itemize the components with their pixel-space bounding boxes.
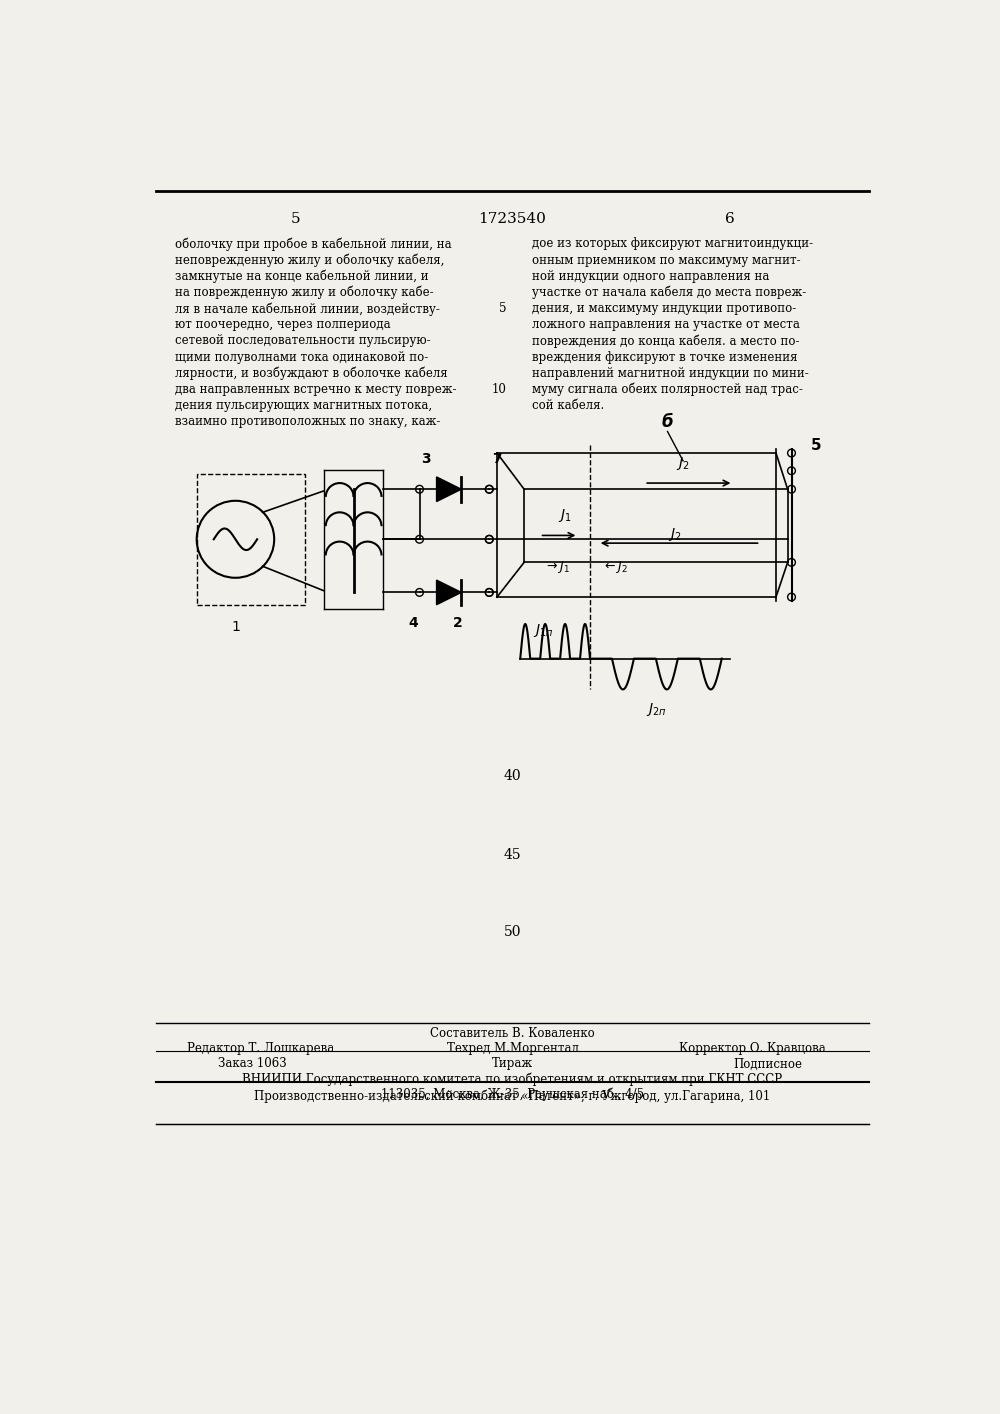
Text: на поврежденную жилу и оболочку кабе-: на поврежденную жилу и оболочку кабе- <box>175 286 434 300</box>
Text: ВНИИПИ Государственного комитета по изобретениям и открытиям при ГКНТ СССР: ВНИИПИ Государственного комитета по изоб… <box>242 1073 783 1086</box>
Text: Корректор О. Кравцова: Корректор О. Кравцова <box>679 1042 826 1055</box>
Text: взаимно противоположных по знаку, каж-: взаимно противоположных по знаку, каж- <box>175 416 441 428</box>
Text: $\leftarrow J_2$: $\leftarrow J_2$ <box>602 559 627 574</box>
Polygon shape <box>437 580 461 605</box>
Text: 7: 7 <box>492 452 502 467</box>
Text: ют поочередно, через полпериода: ют поочередно, через полпериода <box>175 318 391 331</box>
Text: сой кабеля.: сой кабеля. <box>532 399 604 411</box>
Text: муму сигнала обеих полярностей над трас-: муму сигнала обеих полярностей над трас- <box>532 383 803 396</box>
Text: участке от начала кабеля до места повреж-: участке от начала кабеля до места повреж… <box>532 286 806 300</box>
Text: щими полуволнами тока одинаковой по-: щими полуволнами тока одинаковой по- <box>175 351 429 363</box>
Text: Составитель В. Коваленко: Составитель В. Коваленко <box>430 1027 595 1039</box>
Text: 6: 6 <box>725 212 734 226</box>
Polygon shape <box>437 477 461 502</box>
Text: 1: 1 <box>231 621 240 633</box>
Text: 2: 2 <box>453 615 463 629</box>
Text: онным приемником по максимуму магнит-: онным приемником по максимуму магнит- <box>532 253 800 267</box>
Text: 10: 10 <box>492 383 507 396</box>
Text: $J_2$: $J_2$ <box>668 526 682 543</box>
Text: 45: 45 <box>504 848 521 863</box>
Text: 1723540: 1723540 <box>479 212 546 226</box>
Text: направлений магнитной индукции по мини-: направлений магнитной индукции по мини- <box>532 366 809 380</box>
Text: сетевой последовательности пульсирую-: сетевой последовательности пульсирую- <box>175 335 431 348</box>
Text: ля в начале кабельной линии, воздейству-: ля в начале кабельной линии, воздейству- <box>175 303 440 315</box>
Text: замкнутые на конце кабельной линии, и: замкнутые на конце кабельной линии, и <box>175 270 429 283</box>
Text: 50: 50 <box>504 925 521 939</box>
Text: Подписное: Подписное <box>734 1058 803 1070</box>
Text: 40: 40 <box>504 769 521 783</box>
Text: $J_{1п}$: $J_{1п}$ <box>533 622 554 639</box>
Text: $J_2$: $J_2$ <box>676 455 690 472</box>
Text: б: б <box>662 413 673 431</box>
Text: 5: 5 <box>291 212 300 226</box>
Text: лярности, и возбуждают в оболочке кабеля: лярности, и возбуждают в оболочке кабеля <box>175 366 448 380</box>
Text: дое из которых фиксируют магнитоиндукци-: дое из которых фиксируют магнитоиндукци- <box>532 238 813 250</box>
Text: ложного направления на участке от места: ложного направления на участке от места <box>532 318 800 331</box>
Text: $J_{2п}$: $J_{2п}$ <box>646 701 666 718</box>
Text: $\rightarrow J_1$: $\rightarrow J_1$ <box>544 559 569 574</box>
Text: два направленных встречно к месту повреж-: два направленных встречно к месту повреж… <box>175 383 457 396</box>
Text: Тираж: Тираж <box>492 1058 533 1070</box>
Text: повреждения до конца кабеля. а место по-: повреждения до конца кабеля. а место по- <box>532 335 799 348</box>
Text: Техред М.Моргентал: Техред М.Моргентал <box>447 1042 578 1055</box>
Text: 5: 5 <box>499 303 506 315</box>
Text: вреждения фиксируют в точке изменения: вреждения фиксируют в точке изменения <box>532 351 797 363</box>
Text: дения пульсирующих магнитных потока,: дения пульсирующих магнитных потока, <box>175 399 432 411</box>
Text: дения, и максимуму индукции противопо-: дения, и максимуму индукции противопо- <box>532 303 796 315</box>
Text: оболочку при пробое в кабельной линии, на: оболочку при пробое в кабельной линии, н… <box>175 238 452 250</box>
Text: $J_1$: $J_1$ <box>558 506 571 523</box>
Bar <box>197 474 305 605</box>
Text: 113035, Москва, Ж-35, Раушская наб., 4/5: 113035, Москва, Ж-35, Раушская наб., 4/5 <box>381 1087 644 1102</box>
Text: Заказ 1063: Заказ 1063 <box>218 1058 287 1070</box>
Text: ной индукции одного направления на: ной индукции одного направления на <box>532 270 769 283</box>
Text: 3: 3 <box>421 452 431 467</box>
Text: 5: 5 <box>811 438 822 452</box>
Text: 4: 4 <box>408 615 418 629</box>
Text: Редактор Т. Лошкарева: Редактор Т. Лошкарева <box>187 1042 334 1055</box>
Text: Производственно-издательский комбинат «Патент», г. Ужгород, ул.Гагарина, 101: Производственно-издательский комбинат «П… <box>254 1090 771 1103</box>
Text: неповрежденную жилу и оболочку кабеля,: неповрежденную жилу и оболочку кабеля, <box>175 253 445 267</box>
